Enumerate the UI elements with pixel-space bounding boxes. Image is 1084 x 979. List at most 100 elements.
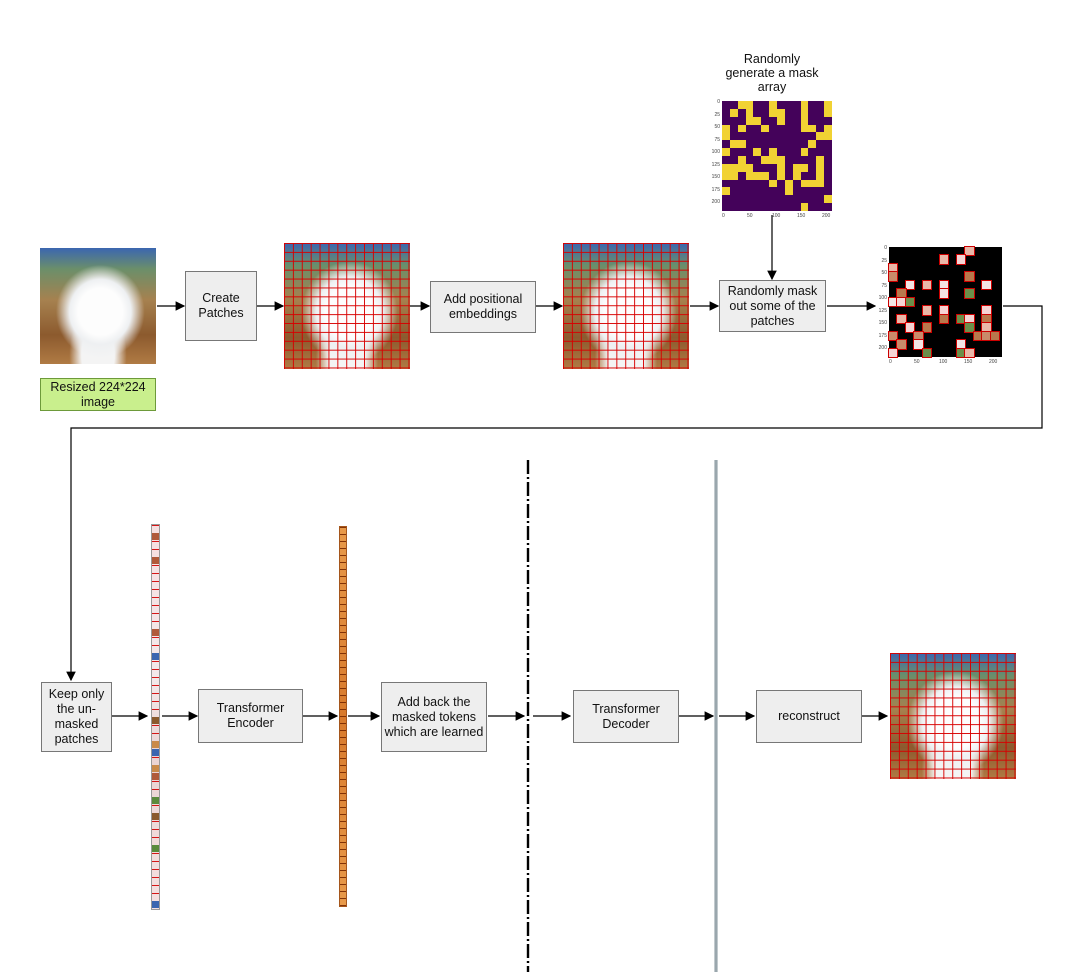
masked-y-tick: 100	[878, 295, 887, 301]
visible-patch	[938, 305, 950, 316]
mask-y-tick: 50	[714, 124, 720, 130]
visible-patch	[896, 296, 907, 308]
mask-cell	[816, 156, 825, 164]
mask-cell	[769, 101, 777, 109]
mask-cell	[800, 179, 809, 188]
mask-cell	[769, 148, 777, 156]
visible-patch	[981, 322, 992, 333]
embedded-image	[563, 243, 689, 369]
mask-cell	[784, 187, 793, 196]
mask-cell	[737, 140, 746, 149]
strip-patch	[152, 741, 159, 748]
transformer-decoder-box: Transformer Decoder	[573, 690, 679, 743]
visible-patch	[938, 279, 950, 291]
visible-patch	[938, 313, 950, 325]
mask-y-tick: 100	[711, 149, 720, 155]
mask-y-tick: 175	[711, 186, 720, 193]
visible-patch	[964, 288, 975, 299]
strip-patch	[152, 717, 159, 724]
strip-patch	[152, 653, 159, 660]
visible-patch	[913, 330, 924, 342]
visible-patch	[981, 330, 992, 342]
mask-cell	[816, 179, 825, 188]
mask-x-tick: 50	[747, 213, 753, 219]
strip-patch	[152, 765, 159, 772]
mask-cell	[816, 163, 825, 172]
mask-cell	[761, 124, 770, 133]
mask-cell	[745, 108, 754, 117]
masked-y-tick: 50	[881, 270, 887, 276]
mask-cell	[737, 101, 746, 109]
mask-gen-title: Randomly generate a mask array	[725, 52, 819, 94]
mask-cell	[800, 124, 809, 133]
strip-patch	[152, 533, 159, 540]
mask-x-tick: 100	[772, 213, 781, 219]
visible-patch	[896, 288, 907, 299]
masked-x-tick: 0	[889, 359, 892, 365]
visible-patch	[887, 330, 899, 342]
mask-cell	[816, 132, 825, 141]
mask-x-tick: 150	[797, 213, 806, 219]
visible-patch	[921, 322, 933, 333]
mask-cell	[824, 195, 832, 204]
mask-cell	[808, 140, 817, 149]
mask-cell	[824, 101, 832, 109]
masked-y-tick: 25	[881, 257, 887, 264]
mask-cell	[800, 148, 809, 156]
mask-cell	[777, 171, 785, 180]
mask-cell	[784, 179, 793, 188]
visible-patch	[981, 305, 992, 316]
mask-cell	[745, 101, 754, 109]
mask-x-tick: 200	[822, 213, 831, 219]
strip-patch	[152, 749, 159, 756]
mask-cell	[769, 108, 777, 117]
encoded-token-strip	[339, 526, 347, 907]
visible-patch	[921, 347, 933, 359]
resized-image-label: Resized 224*224 image	[40, 378, 156, 411]
masked-x-tick: 50	[914, 359, 920, 365]
mask-cell	[777, 116, 785, 125]
visible-patch	[921, 305, 933, 316]
mask-cell	[800, 101, 809, 109]
visible-patch	[955, 254, 967, 265]
mask-cell	[777, 108, 785, 117]
visible-patch	[896, 313, 907, 325]
visible-patch	[972, 330, 984, 342]
mask-cell	[737, 124, 746, 133]
masked-patches-plot: 0 25 50 75 100 125 150 175 200 0 50 100 150 200	[879, 245, 1002, 365]
mask-cell	[729, 163, 738, 172]
strip-patch	[152, 773, 159, 780]
masked-y-tick: 175	[878, 332, 887, 339]
visible-patch	[955, 339, 967, 350]
visible-patch	[955, 313, 967, 325]
keep-unmasked-box: Keep only the un-masked patches	[41, 682, 112, 752]
mask-cell	[722, 171, 730, 180]
arrow-wrap	[66, 305, 1043, 682]
mask-cell	[729, 171, 738, 180]
mask-cell	[737, 156, 746, 164]
mask-cell	[824, 132, 832, 141]
mask-cell	[737, 163, 746, 172]
strip-patch	[152, 845, 159, 852]
visible-patch	[981, 279, 992, 291]
masked-y-tick: 0	[884, 245, 887, 251]
mask-cell	[745, 171, 754, 180]
mask-cell	[769, 179, 777, 188]
mask-cell	[808, 179, 817, 188]
transformer-encoder-box: Transformer Encoder	[198, 689, 303, 743]
unmasked-patch-strip	[151, 524, 160, 910]
mask-y-tick: 0	[717, 99, 720, 105]
mask-cell	[800, 116, 809, 125]
strip-patch	[152, 557, 159, 564]
mask-cell	[800, 163, 809, 172]
visible-patch	[904, 279, 916, 291]
mask-cell	[769, 156, 777, 164]
visible-patch	[955, 347, 967, 359]
mask-cell	[777, 156, 785, 164]
visible-patch	[904, 322, 916, 333]
visible-patch	[887, 296, 899, 308]
masked-y-tick: 75	[881, 282, 887, 289]
mask-cell	[722, 124, 730, 133]
masked-x-tick: 150	[964, 359, 973, 365]
